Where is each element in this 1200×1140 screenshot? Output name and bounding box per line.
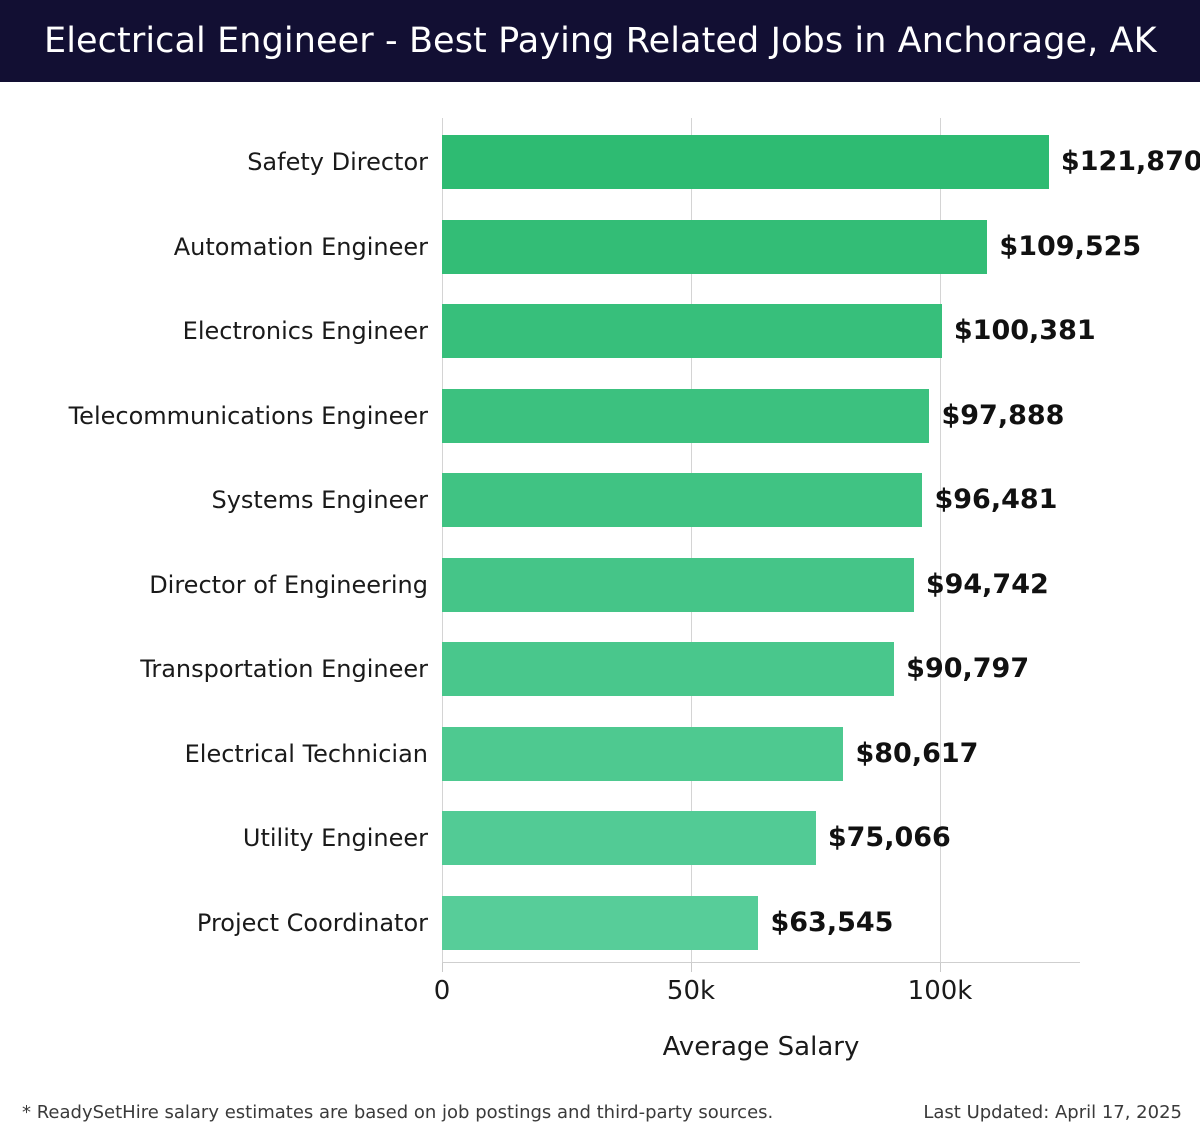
gridline-100k	[940, 118, 941, 963]
bar-value-label: $96,481	[934, 484, 1058, 515]
x-tick-label: 0	[433, 976, 451, 1006]
x-axis-title: Average Salary	[662, 1032, 860, 1062]
bar-row: Project Coordinator $63,545	[197, 879, 1080, 964]
header-bar: Electrical Engineer - Best Paying Relate…	[0, 0, 1200, 82]
x-tick-label: 100k	[907, 976, 973, 1006]
category-label: Systems Engineer	[211, 486, 428, 514]
category-label: Utility Engineer	[242, 824, 428, 852]
bar-value-label: $109,525	[999, 230, 1142, 262]
bar-row: Systems Engineer $96,481	[211, 456, 1080, 541]
category-label: Safety Director	[247, 148, 428, 176]
bar-row: Electrical Technician $80,617	[185, 710, 1080, 795]
tick-100k	[940, 963, 941, 972]
plot-area: Safety Director $121,870 Automation Engine…	[69, 118, 1200, 972]
bar[interactable]	[442, 473, 923, 527]
bar-row: Safety Director $121,870	[247, 118, 1200, 203]
x-axis-line	[442, 962, 1080, 963]
tick-0	[442, 963, 443, 972]
footer: * ReadySetHire salary estimates are base…	[0, 1085, 1200, 1140]
bar[interactable]	[442, 811, 816, 865]
bar-row: Electronics Engineer $100,381	[183, 287, 1096, 372]
bar-row: Transportation Engineer $90,797	[140, 625, 1080, 710]
bar[interactable]	[442, 135, 1049, 189]
category-label: Electrical Technician	[184, 739, 428, 768]
footer-last-updated: Last Updated: April 17, 2025	[923, 1102, 1182, 1123]
bar-row: Director of Engineering $94,742	[149, 541, 1080, 626]
footer-disclaimer: * ReadySetHire salary estimates are base…	[22, 1102, 774, 1123]
gridline-0	[442, 118, 443, 963]
bar[interactable]	[442, 388, 930, 443]
category-label: Electronics Engineer	[182, 317, 428, 345]
bar-chart: Safety Director $121,870 Automation Engine…	[0, 82, 1200, 1085]
bar[interactable]	[442, 219, 988, 274]
bar-value-label: $80,617	[855, 737, 979, 769]
bar-value-label: $97,888	[941, 399, 1065, 431]
bar-value-label: $121,870	[1060, 146, 1200, 177]
tick-50k	[691, 963, 692, 972]
bar-value-label: $63,545	[770, 906, 894, 938]
bar[interactable]	[442, 726, 844, 781]
bar[interactable]	[442, 304, 942, 358]
bar[interactable]	[442, 642, 895, 696]
category-label: Automation Engineer	[173, 232, 428, 261]
bar-row: Automation Engineer $109,525	[174, 203, 1141, 288]
bar-row: Utility Engineer $75,066	[243, 794, 1080, 879]
bar-value-label: $75,066	[827, 822, 951, 853]
category-label: Transportation Engineer	[140, 655, 428, 683]
gridline-50k	[691, 118, 692, 963]
bar-row: Telecommunications Engineer $97,888	[69, 372, 1080, 457]
page-title: Electrical Engineer - Best Paying Relate…	[44, 21, 1157, 61]
bar[interactable]	[442, 895, 759, 950]
bar-value-label: $90,797	[906, 653, 1030, 684]
bar[interactable]	[442, 557, 914, 612]
x-tick-label: 50k	[666, 976, 716, 1006]
category-label: Telecommunications Engineer	[68, 401, 428, 430]
bar-value-label: $94,742	[925, 568, 1049, 600]
bar-value-label: $100,381	[953, 315, 1096, 346]
category-label: Director of Engineering	[149, 570, 428, 599]
category-label: Project Coordinator	[196, 908, 428, 937]
